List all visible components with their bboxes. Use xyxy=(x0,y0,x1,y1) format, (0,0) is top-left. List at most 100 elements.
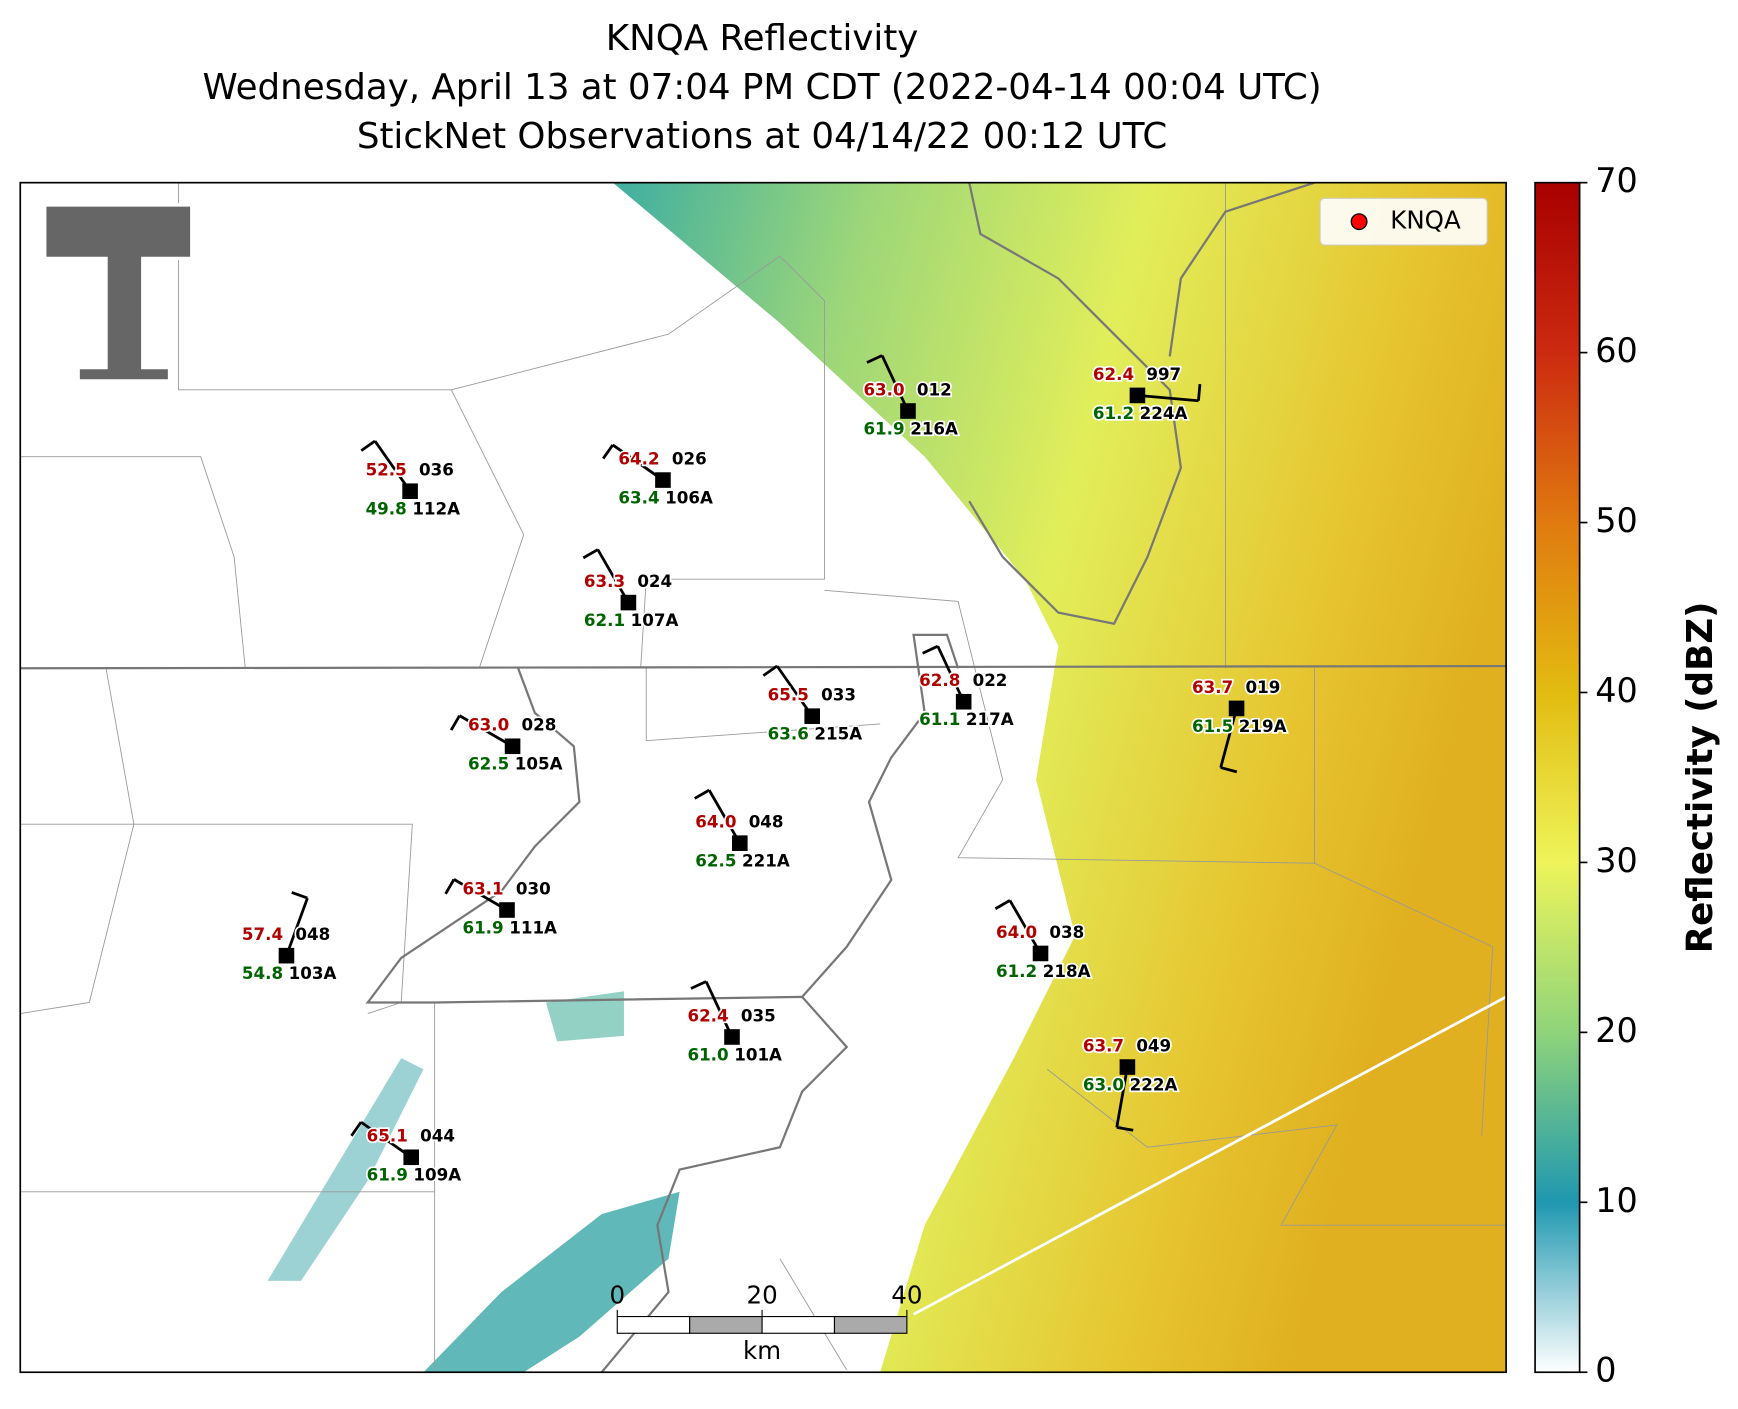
wind-barb xyxy=(693,788,742,844)
legend-marker xyxy=(1350,213,1368,231)
station-id: 219A xyxy=(1239,716,1287,736)
station-id: 215A xyxy=(814,724,862,744)
temperature: 63.1 xyxy=(462,878,503,898)
colorbar-tick-label: 0 xyxy=(1595,1351,1616,1390)
wind-barb xyxy=(866,354,910,412)
wind-barb xyxy=(350,1120,413,1159)
dewpoint: 62.5 xyxy=(468,754,509,774)
barb-flag xyxy=(449,714,461,731)
barb-flag xyxy=(350,1121,363,1137)
station-id: 224A xyxy=(1140,403,1188,423)
station-id: 109A xyxy=(413,1165,461,1185)
barb-flag xyxy=(693,788,710,800)
station-marker xyxy=(402,483,418,499)
temperature: 65.5 xyxy=(768,685,809,705)
pressure: 036 xyxy=(419,460,454,480)
wind-barb xyxy=(762,664,814,717)
wind-barb xyxy=(1115,1066,1134,1132)
barb-flag xyxy=(602,444,614,460)
station-marker xyxy=(1228,700,1245,717)
temperature: 64.2 xyxy=(618,449,659,469)
wind-barb xyxy=(582,548,630,604)
station-marker xyxy=(278,947,295,964)
temperature: 52.5 xyxy=(366,460,407,480)
dewpoint: 49.8 xyxy=(366,499,407,519)
wind-barb xyxy=(690,980,734,1038)
barb-flag xyxy=(994,899,1011,910)
logo xyxy=(43,203,194,383)
barb-flag xyxy=(444,878,456,895)
dewpoint: 61.9 xyxy=(462,917,503,937)
barb-flag xyxy=(1197,383,1202,401)
scale-tick-label: 40 xyxy=(891,1281,922,1310)
legend: KNQA xyxy=(1319,197,1488,246)
barb-flag xyxy=(291,891,308,900)
temperature: 64.0 xyxy=(695,812,736,832)
dewpoint: 54.8 xyxy=(242,963,283,983)
pressure: 049 xyxy=(1136,1036,1171,1056)
station-id: 106A xyxy=(665,487,713,507)
wind-barb xyxy=(444,878,508,912)
station-marker xyxy=(403,1149,420,1166)
barb-flag xyxy=(762,664,778,677)
scale-segment xyxy=(689,1315,763,1334)
barb-shaft xyxy=(458,714,514,748)
station-id: 111A xyxy=(509,917,557,937)
station-id: 217A xyxy=(966,709,1014,729)
barb-shaft xyxy=(707,789,742,844)
dewpoint: 61.2 xyxy=(996,961,1037,981)
map: 52.5 036 49.8 112A 64.2 026 63.4 106A 63.0 012 61.… xyxy=(20,182,1507,1373)
wind-barb xyxy=(360,439,412,492)
station-marker xyxy=(724,1029,740,1045)
subtitle: Wednesday, April 13 at 07:04 PM CDT (202… xyxy=(203,67,1322,108)
barb-shaft xyxy=(1008,899,1042,955)
dewpoint: 62.5 xyxy=(695,851,736,871)
barb-shaft xyxy=(880,354,910,412)
scale-unit: km xyxy=(743,1336,781,1365)
temperature: 63.0 xyxy=(468,715,509,735)
temperature: 62.4 xyxy=(687,1005,728,1025)
scale-segment xyxy=(616,1315,691,1334)
pressure: 038 xyxy=(1049,922,1084,942)
station-marker xyxy=(1129,387,1146,404)
wind-barb xyxy=(994,899,1042,955)
colorbar-tick-label: 30 xyxy=(1595,841,1638,880)
pressure: 024 xyxy=(637,571,672,591)
colorbar-tick-label: 40 xyxy=(1595,671,1638,710)
pressure: 012 xyxy=(917,379,952,399)
temperature: 62.8 xyxy=(919,670,960,690)
temperature: 62.4 xyxy=(1093,364,1134,384)
range-ring xyxy=(912,995,1507,1316)
temperature: 63.7 xyxy=(1192,677,1233,697)
pressure: 028 xyxy=(521,715,556,735)
colorbar xyxy=(1534,181,1581,1374)
dewpoint: 62.1 xyxy=(584,610,625,630)
dewpoint: 61.0 xyxy=(687,1044,728,1064)
station-marker xyxy=(1119,1059,1136,1075)
barb-flag xyxy=(1220,766,1238,774)
station-id: 216A xyxy=(910,418,958,438)
barb-flag xyxy=(922,644,939,655)
pressure: 035 xyxy=(741,1005,776,1025)
pressure: 044 xyxy=(420,1126,455,1146)
station-id: 222A xyxy=(1130,1074,1178,1094)
wind-barb xyxy=(285,891,309,957)
pressure: 997 xyxy=(1146,364,1181,384)
pressure: 030 xyxy=(516,878,551,898)
station-id: 218A xyxy=(1043,961,1091,981)
wind-barb xyxy=(449,714,514,748)
map-frame xyxy=(19,181,1507,1374)
title: KNQA Reflectivity xyxy=(606,18,919,59)
scale-segment xyxy=(761,1315,836,1334)
pressure: 019 xyxy=(1245,677,1280,697)
station-marker xyxy=(504,738,521,755)
station-marker xyxy=(955,693,972,710)
dewpoint: 61.5 xyxy=(1192,716,1233,736)
station-id: 107A xyxy=(631,610,679,630)
scale-tick-label: 20 xyxy=(746,1281,777,1310)
barb-shaft xyxy=(611,443,664,482)
colorbar-tick-label: 50 xyxy=(1595,501,1638,540)
station-marker xyxy=(731,835,748,851)
barb-shaft xyxy=(373,440,412,492)
state-borders xyxy=(20,182,1507,1373)
